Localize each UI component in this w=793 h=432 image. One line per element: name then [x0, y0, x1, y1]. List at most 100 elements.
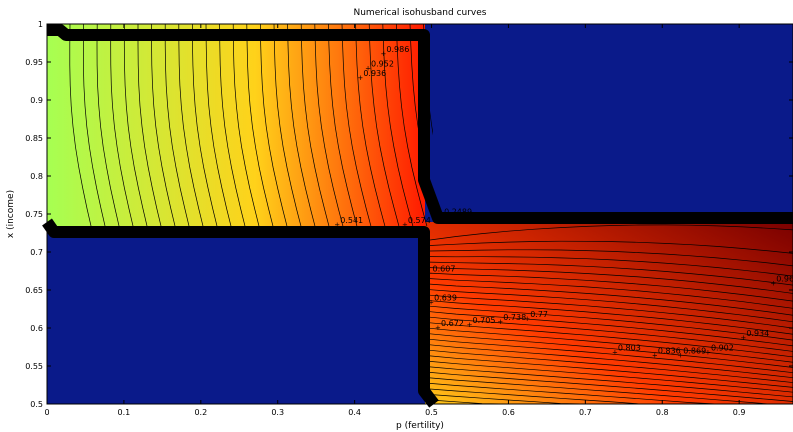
contour-line	[429, 249, 793, 267]
contour-line	[429, 300, 793, 335]
contour-line	[429, 305, 793, 341]
contour-line	[429, 256, 793, 277]
plot-area: +0.986+ 0.952+ 0.936+ 0.541 +0.574 +0.2489+ 0.…	[42, 23, 793, 408]
contour-line	[382, 24, 414, 226]
contour-line	[192, 24, 218, 226]
x-tick-label: 0.7	[579, 408, 592, 417]
contour-lines-upper	[69, 24, 433, 226]
x-tick-label: 0.6	[502, 408, 515, 417]
contour-line	[246, 24, 274, 226]
contour-label: 0.934	[746, 329, 769, 338]
contour-label-marker: +	[652, 352, 658, 360]
x-axis-ticks: 0 0.1 0.2 0.3 0.4 0.5 0.6 0.7 0.8 0.9	[44, 24, 746, 417]
contour-label: 0.936	[363, 69, 386, 78]
x-tick-label: 0.5	[425, 408, 438, 417]
contour-line	[429, 327, 793, 363]
y-tick-label: 0.8	[30, 172, 43, 181]
contour-label-marker: +	[770, 279, 776, 287]
contour-line	[328, 24, 358, 226]
contour-line	[429, 349, 793, 383]
contour-label-marker: +	[334, 221, 340, 229]
y-axis-ticks: 0.5 0.55 0.6 0.65 0.7 0.75 0.8 0.85 0.9 0.95 1	[25, 20, 793, 409]
contour-label-marker: +	[705, 349, 711, 357]
y-tick-label: 0.75	[25, 210, 43, 219]
x-tick-label: 0.3	[271, 408, 284, 417]
contour-line	[429, 366, 793, 398]
contour-label-marker: +	[740, 334, 746, 342]
contour-line	[396, 24, 428, 226]
contour-line	[69, 24, 92, 226]
contour-label-marker: +	[427, 270, 433, 278]
contour-labels: +0.986+ 0.952+ 0.936+ 0.541 +0.574 +0.2489+ 0.…	[334, 45, 793, 360]
x-tick-label: 0.2	[194, 408, 207, 417]
contour-label: 0.902	[711, 344, 734, 353]
contour-label: 0.803	[618, 344, 641, 353]
contour-line	[429, 322, 793, 358]
lower-right-region	[425, 222, 793, 404]
contour-line	[429, 361, 793, 393]
contour-label: 0.967	[776, 274, 793, 283]
chart-title: Numerical isohusband curves	[354, 8, 487, 18]
contour-line	[429, 333, 793, 368]
contour-label: 0.574	[408, 216, 431, 225]
contour-label: 0.869	[683, 347, 706, 356]
contour-label-marker: +	[497, 318, 503, 326]
contour-line	[429, 294, 793, 329]
y-tick-label: 0.65	[25, 286, 43, 295]
contour-label-marker: +	[612, 349, 618, 357]
contour-line	[260, 24, 288, 226]
y-tick-label: 0.55	[25, 362, 43, 371]
contour-label-marker: +	[380, 50, 386, 58]
x-tick-label: 0.1	[118, 408, 131, 417]
contour-label: 0.705	[473, 316, 496, 325]
contour-line	[164, 24, 190, 226]
contour-line	[429, 278, 793, 309]
contour-label-marker: +	[677, 352, 683, 360]
contour-label: 0.836	[658, 347, 681, 356]
contour-line	[205, 24, 232, 226]
contour-line	[429, 311, 793, 347]
contour-label: 0.672	[441, 319, 464, 328]
contour-line	[123, 24, 148, 226]
contour-label: 0.541	[340, 216, 363, 225]
contour-line	[96, 24, 120, 226]
contour-line	[429, 272, 793, 302]
contour-line	[429, 394, 793, 404]
contour-label-marker: +	[438, 213, 444, 221]
contour-line	[300, 24, 330, 226]
contour-line	[178, 24, 204, 226]
contour-line	[110, 24, 134, 226]
contour-line	[232, 24, 260, 226]
contour-line	[429, 377, 793, 404]
x-tick-label: 0.4	[348, 408, 361, 417]
y-tick-label: 0.9	[30, 96, 43, 105]
contour-line	[273, 24, 302, 226]
contour-line	[429, 344, 793, 379]
contour-line	[151, 24, 176, 226]
contour-label-marker: +	[435, 324, 441, 332]
y-tick-label: 0.7	[30, 248, 43, 257]
contour-label-marker: +	[357, 74, 363, 82]
y-tick-label: 0.6	[30, 324, 43, 333]
contour-line	[429, 355, 793, 388]
x-tick-label: 0	[44, 408, 49, 417]
contour-label-marker: +	[524, 315, 530, 323]
contour-label-marker: +	[402, 221, 408, 229]
contour-line	[314, 24, 344, 226]
contour-line	[429, 316, 793, 352]
contour-line	[429, 224, 793, 241]
contour-label-marker: +	[467, 321, 473, 329]
contour-line	[429, 388, 793, 404]
contour-label: 0.986	[386, 45, 409, 54]
contour-line	[429, 372, 793, 402]
contour-line	[219, 24, 246, 226]
contour-label: 0.738	[503, 313, 526, 322]
x-tick-label: 0.9	[733, 408, 746, 417]
y-tick-label: 0.5	[30, 400, 43, 409]
contour-line	[368, 24, 400, 226]
feasibility-boundary-lower	[42, 218, 439, 408]
contour-label: 0.77	[530, 310, 548, 319]
x-axis-label: p (fertility)	[396, 421, 444, 431]
contour-label-marker: +	[365, 64, 371, 72]
